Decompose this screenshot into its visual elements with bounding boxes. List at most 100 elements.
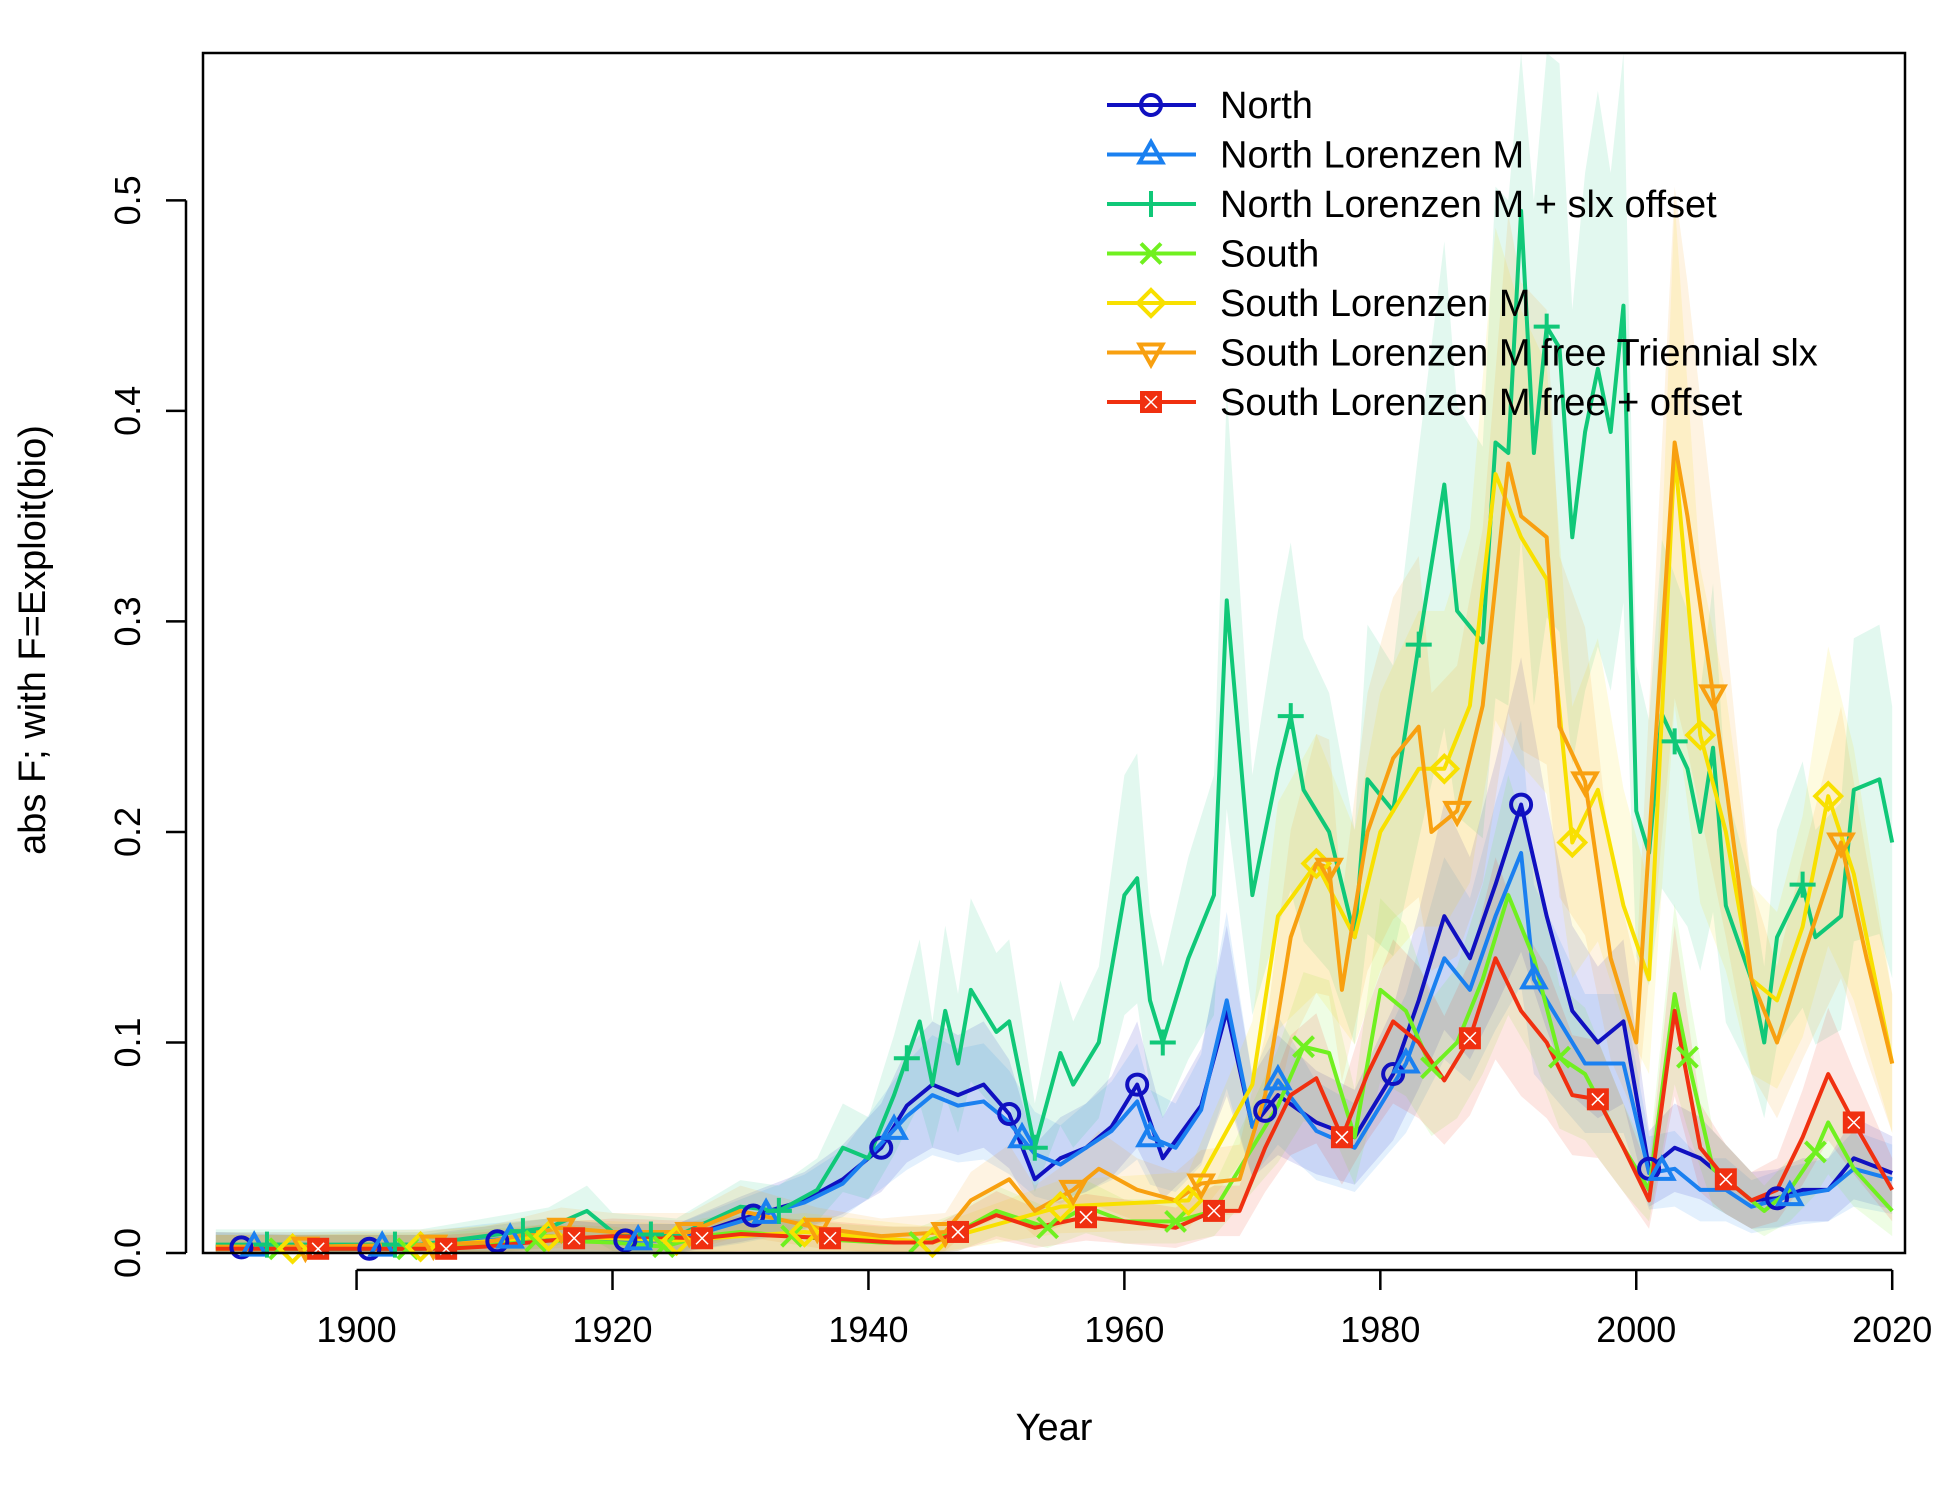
- y-tick-label: 0.5: [107, 175, 148, 225]
- marker-north-lorenzen-m-slx-offset: [1405, 631, 1432, 658]
- marker-north-lorenzen-m: [1263, 1063, 1293, 1091]
- marker-south-lorenzen-m-free-offset-inner: [1463, 1031, 1477, 1045]
- marker-south-lorenzen-m: [1556, 826, 1589, 859]
- marker-north-lorenzen-m-slx-offset: [1661, 728, 1688, 755]
- marker-south-lorenzen-m-free-offset: [691, 1227, 714, 1250]
- marker-south-lorenzen-m-free-offset: [1458, 1027, 1481, 1050]
- marker-south: [1548, 1045, 1571, 1069]
- marker-south: [524, 1229, 548, 1253]
- legend-marker-north-lorenzen-m-slx-offset: [1138, 191, 1164, 217]
- marker-south-lorenzen-m: [1428, 752, 1461, 785]
- marker-north-lorenzen-m-slx-offset: [1533, 313, 1560, 340]
- y-axis-title: abs F; with F=Exploit(bio): [12, 425, 54, 855]
- marker-south-lorenzen-m-free-offset: [1202, 1199, 1225, 1222]
- marker-south-lorenzen-m-free-offset: [1330, 1126, 1353, 1149]
- marker-south-lorenzen-m-free-triennial-slx: [1058, 1179, 1089, 1207]
- marker-north-lorenzen-m-slx-offset: [509, 1218, 536, 1245]
- legend-marker-north: [1139, 93, 1163, 117]
- x-tick-label: 1920: [572, 1309, 652, 1350]
- marker-north-lorenzen-m-slx-offset: [1277, 703, 1304, 730]
- x-tick-label: 1940: [828, 1309, 908, 1350]
- x-tick-label: 2000: [1596, 1309, 1676, 1350]
- marker-north-lorenzen-m-slx-offset: [1789, 871, 1816, 898]
- marker-north: [485, 1229, 510, 1254]
- marker-north: [1253, 1098, 1278, 1123]
- marker-south-lorenzen-m-free-offset-inner: [1847, 1115, 1861, 1130]
- marker-north-lorenzen-m: [1774, 1179, 1805, 1207]
- marker-south-lorenzen-m-free-offset: [1842, 1111, 1865, 1134]
- legend-marker-south: [1139, 242, 1163, 265]
- band-south-lorenzen-m-free-offset: [215, 857, 1893, 1253]
- marker-south: [1804, 1140, 1827, 1164]
- marker-north: [741, 1203, 766, 1228]
- marker-south: [780, 1224, 804, 1248]
- marker-south: [1292, 1035, 1315, 1059]
- legend-marker-north-lorenzen-m: [1136, 137, 1166, 165]
- legend-marker-south-lorenzen-m-free-triennial-slx: [1136, 342, 1166, 370]
- marker-north: [1125, 1072, 1150, 1097]
- marker-south-lorenzen-m-free-offset: [435, 1237, 458, 1260]
- y-tick-label: 0.3: [107, 596, 148, 646]
- marker-south-lorenzen-m-free-offset-inner: [823, 1231, 837, 1245]
- y-tick-label: 0.1: [107, 1017, 148, 1067]
- series-markers: [229, 313, 1865, 1265]
- band-south-lorenzen-m-free-triennial-slx: [215, 186, 1893, 1253]
- x-axis: 1900 1920 1940 1960 1980 2000 2020: [317, 1268, 1932, 1350]
- marker-south-lorenzen-m-free-offset: [1586, 1088, 1609, 1111]
- marker-south-lorenzen-m-free-triennial-slx: [1186, 1173, 1217, 1201]
- marker-north-lorenzen-m-slx-offset: [765, 1197, 792, 1224]
- marker-south-lorenzen-m-free-offset: [307, 1237, 330, 1260]
- marker-south-lorenzen-m: [276, 1232, 309, 1265]
- y-tick-label: 0.2: [107, 807, 148, 857]
- marker-north: [1765, 1186, 1790, 1211]
- marker-north-lorenzen-m: [495, 1222, 526, 1249]
- y-axis: 0.0 0.1 0.2 0.3 0.4 0.5: [107, 175, 188, 1278]
- line-south-lorenzen-m-free-offset: [215, 956, 1894, 1251]
- marker-north-lorenzen-m: [1646, 1154, 1677, 1181]
- marker-south-lorenzen-m-free-offset: [1074, 1206, 1097, 1229]
- marker-north-lorenzen-m: [1391, 1046, 1421, 1074]
- marker-south: [1164, 1210, 1187, 1233]
- marker-south-lorenzen-m-free-offset-inner: [1591, 1092, 1605, 1106]
- legend-marker-south-lorenzen-m-free-offset-inner: [1144, 395, 1158, 409]
- marker-south-lorenzen-m-free-offset-inner: [1079, 1210, 1093, 1224]
- marker-south-lorenzen-m-free-offset-inner: [1207, 1204, 1221, 1218]
- legend-label-north: North: [1220, 85, 1313, 127]
- marker-south-lorenzen-m-free-triennial-slx: [1826, 832, 1856, 860]
- y-tick-label: 0.4: [107, 386, 148, 436]
- marker-south-lorenzen-m: [788, 1216, 821, 1248]
- legend-marker-south-lorenzen-m-free-offset: [1140, 391, 1162, 413]
- marker-south-lorenzen-m: [1172, 1184, 1205, 1217]
- marker-south-lorenzen-m-free-offset-inner: [567, 1231, 581, 1245]
- legend: North North Lorenzen M North Lorenzen M + …: [1107, 85, 1818, 424]
- marker-north: [1381, 1062, 1406, 1087]
- marker-north: [997, 1102, 1022, 1127]
- marker-north-lorenzen-m-slx-offset: [893, 1045, 920, 1072]
- x-tick-label: 1900: [317, 1309, 397, 1350]
- marker-south-lorenzen-m-free-triennial-slx: [1314, 857, 1345, 885]
- legend-label-south: South: [1220, 234, 1319, 276]
- band-north-lorenzen-m: [215, 720, 1893, 1253]
- marker-south-lorenzen-m-free-offset: [819, 1227, 842, 1250]
- plot-frame: [201, 51, 1907, 1255]
- legend-label-south-lorenzen-m-free-offset: South Lorenzen M free + offset: [1220, 382, 1743, 424]
- marker-south-lorenzen-m: [1044, 1190, 1077, 1223]
- marker-south: [1420, 1056, 1443, 1080]
- band-south-lorenzen-m: [215, 200, 1893, 1254]
- x-axis-title: Year: [1016, 1407, 1093, 1449]
- marker-north-lorenzen-m-slx-offset: [637, 1221, 664, 1248]
- marker-north-lorenzen-m-slx-offset: [1149, 1029, 1176, 1056]
- marker-south-lorenzen-m-free-offset-inner: [951, 1225, 965, 1239]
- marker-north-lorenzen-m: [879, 1113, 909, 1140]
- line-north: [215, 802, 1893, 1251]
- marker-south-lorenzen-m-free-offset: [563, 1227, 586, 1250]
- marker-north: [229, 1235, 254, 1260]
- marker-south-lorenzen-m-free-offset-inner: [695, 1231, 709, 1245]
- marker-south-lorenzen-m: [1812, 780, 1845, 812]
- line-north-lorenzen-m-slx-offset: [215, 208, 1895, 1247]
- marker-south-lorenzen-m: [1684, 719, 1717, 751]
- x-tick-label: 2020: [1852, 1309, 1932, 1350]
- x-tick-label: 1980: [1340, 1309, 1420, 1350]
- legend-label-north-lorenzen-m-slx-offset: North Lorenzen M + slx offset: [1220, 184, 1717, 226]
